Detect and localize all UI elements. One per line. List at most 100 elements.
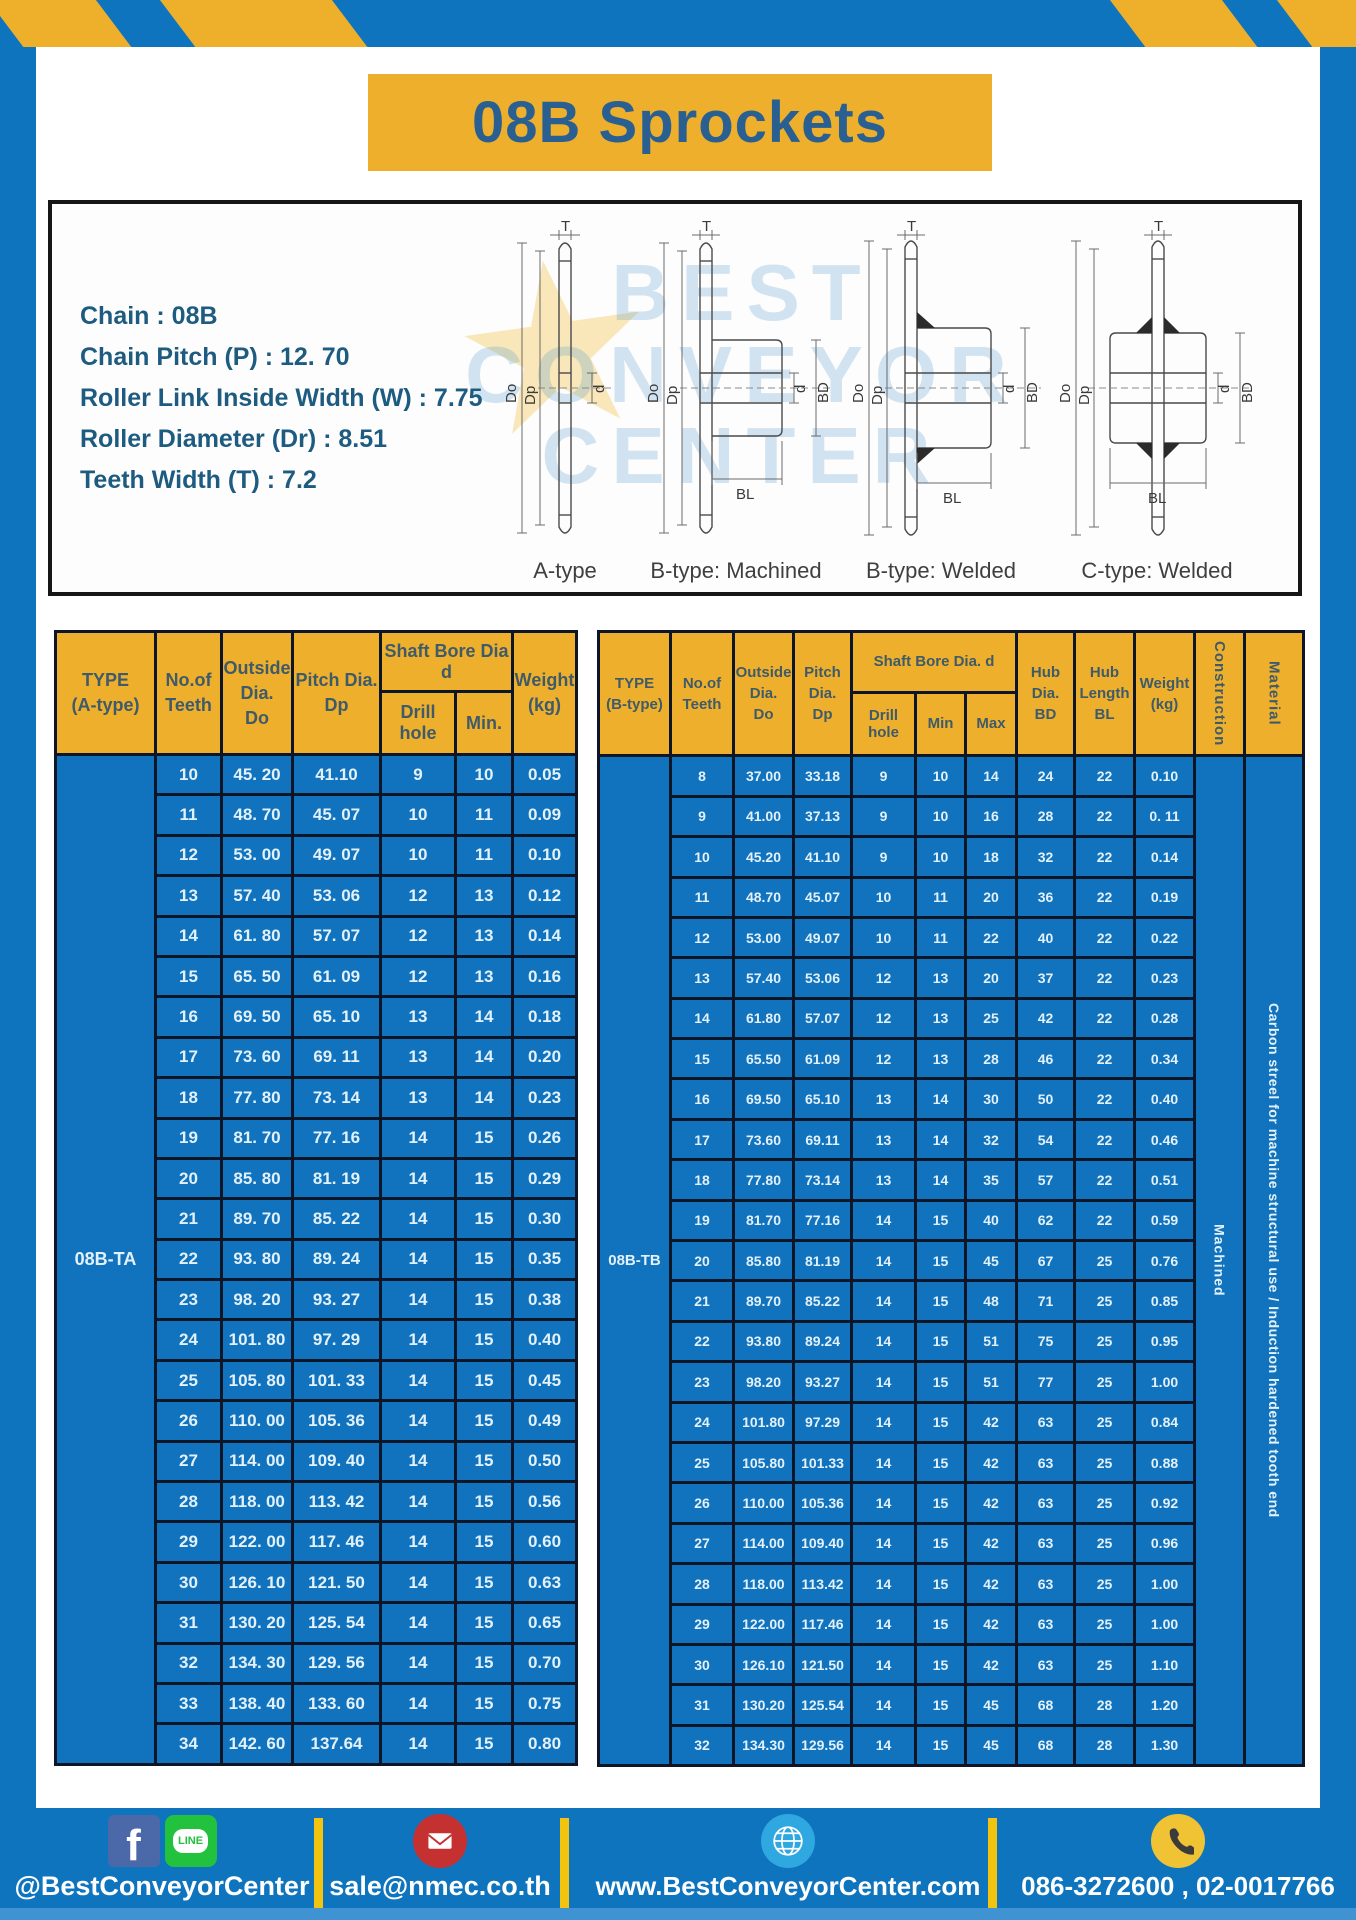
table-cell: 15: [914, 1279, 967, 1323]
table-cell: 31: [154, 1601, 223, 1645]
page-title: 08B Sprockets: [472, 90, 888, 155]
table-row: 26 110. 00 105. 36 14 15 0.49: [56, 1399, 578, 1443]
table-cell: 14: [379, 1399, 457, 1443]
table-cell: 14: [379, 1358, 457, 1403]
table-cell: 0.05: [511, 752, 578, 797]
svg-text:d: d: [1216, 385, 1233, 393]
table-cell: 0.63: [511, 1560, 578, 1605]
table-cell: 13: [914, 956, 967, 1000]
svg-text:BL: BL: [943, 490, 961, 507]
chain-specs: Chain : 08B Chain Pitch (P) : 12. 70 Rol…: [80, 296, 483, 501]
table-cell: 14: [379, 1520, 457, 1564]
table-cell: 45: [963, 1723, 1019, 1768]
table-cell: 65.10: [792, 1077, 853, 1121]
table-cell: 0.12: [511, 874, 578, 918]
table-cell: 1.00: [1133, 1562, 1197, 1606]
table-cell: 15: [914, 1642, 967, 1687]
table-cell: 126.10: [732, 1642, 795, 1687]
figure-a-type: T Do Dp d A-type: [480, 220, 650, 584]
table-cell: 42: [963, 1400, 1019, 1444]
table-cell: 12: [379, 874, 457, 918]
line-icon[interactable]: LINE: [164, 1815, 217, 1867]
table-cell: 114. 00: [220, 1439, 294, 1484]
table-row: 29 122.00 117.46 14 15 42 63 25 1.00: [599, 1602, 1304, 1646]
table-cell: 42: [963, 1562, 1019, 1606]
table-row: 13 57. 40 53. 06 12 13 0.12: [56, 874, 578, 918]
table-cell: 10: [379, 793, 457, 837]
table-cell: 89. 24: [291, 1237, 382, 1282]
footer-email-label[interactable]: sale@nmec.co.th: [329, 1871, 551, 1901]
table-cell: 14: [379, 1116, 457, 1160]
table-cell: 15: [154, 954, 223, 999]
table-cell: 122. 00: [220, 1520, 294, 1564]
table-cell: 118.00: [732, 1562, 795, 1606]
yellow-stripe: [155, 0, 373, 47]
col-header-min: Min: [914, 690, 967, 758]
table-cell: 57. 07: [291, 914, 382, 958]
footer-divider: [988, 1818, 997, 1908]
table-cell: 57. 40: [220, 874, 294, 918]
col-header-type: TYPE (B-type): [597, 629, 672, 758]
mail-icon[interactable]: [413, 1814, 467, 1868]
globe-icon[interactable]: [761, 1814, 815, 1868]
table-cell: 54: [1015, 1117, 1077, 1162]
table-cell: 15: [454, 1641, 514, 1685]
table-cell: 113. 42: [291, 1480, 382, 1524]
table-cell: 77. 16: [291, 1116, 382, 1160]
table-cell: 15: [914, 1521, 967, 1566]
table-cell: 15: [454, 1681, 514, 1726]
table-cell: 14: [914, 1158, 967, 1202]
col-header-max: Max: [963, 690, 1019, 758]
table-cell: 15: [454, 1197, 514, 1241]
table-cell: 10: [154, 752, 223, 797]
footer-phone-label[interactable]: 086-3272600 , 02-0017766: [1021, 1871, 1335, 1901]
spec-line: Chain Pitch (P) : 12. 70: [80, 343, 350, 371]
col-header-outside-dia: Outside Dia. Do: [732, 629, 795, 758]
table-cell: 0.26: [511, 1116, 578, 1160]
table-cell: 25: [1073, 1400, 1137, 1444]
table-cell: 63: [1015, 1440, 1077, 1485]
table-cell: 11: [154, 793, 223, 837]
table-cell: 22: [1073, 996, 1137, 1041]
figure-caption: B-type: Machined: [650, 558, 822, 583]
table-cell: 22: [1073, 835, 1137, 879]
table-cell: 10: [454, 752, 514, 797]
table-cell: 9: [379, 752, 457, 797]
table-row: 08B-TA 10 45. 20 41.10 9 10 0.05: [54, 752, 578, 1766]
table-cell: 14: [379, 1318, 457, 1362]
figure-c-type-welded: T Do Dp d: [1052, 220, 1262, 584]
col-header-hub-dia: Hub Dia. BD: [1015, 629, 1077, 758]
table-cell: 105.36: [792, 1481, 853, 1525]
table-cell: 15: [914, 1239, 967, 1283]
table-cell: 42: [963, 1440, 1019, 1485]
table-cell: 0.29: [511, 1156, 578, 1201]
svg-text:BD: BD: [1239, 382, 1256, 403]
table-row: 17 73.60 69.11 13 14 32 54 22 0.46: [599, 1117, 1304, 1162]
table-cell: 9: [850, 794, 917, 839]
table-cell: 42: [963, 1521, 1019, 1566]
table-cell: 53.06: [792, 956, 853, 1000]
footer-website-label[interactable]: www.BestConveyorCenter.com: [595, 1871, 981, 1901]
table-cell: 89.70: [732, 1279, 795, 1323]
table-cell: 105.80: [732, 1440, 795, 1485]
table-cell: 16: [963, 794, 1019, 839]
table-cell: 114.00: [732, 1521, 795, 1566]
spec-line: Teeth Width (T) : 7.2: [80, 466, 317, 494]
svg-text:Do: Do: [645, 384, 662, 403]
table-cell: 0.88: [1133, 1440, 1197, 1485]
table-cell: 33: [154, 1681, 223, 1726]
phone-icon[interactable]: [1151, 1814, 1205, 1868]
facebook-icon[interactable]: f: [107, 1815, 160, 1868]
svg-text:d: d: [792, 385, 809, 393]
col-header-outside-dia: Outside Dia. Do: [220, 630, 294, 756]
table-row: 10 45.20 41.10 9 10 18 32 22 0.14: [599, 835, 1304, 879]
table-row: 32 134.30 129.56 14 15 45 68 28 1.30: [599, 1723, 1304, 1768]
table-cell: 77.80: [732, 1158, 795, 1202]
table-cell: 0.16: [511, 954, 578, 999]
table-cell: 1.10: [1133, 1642, 1197, 1687]
table-cell: 93. 27: [291, 1278, 382, 1322]
table-cell: 16: [669, 1077, 735, 1121]
table-cell: 13: [379, 1035, 457, 1080]
table-cell: 57.40: [732, 956, 795, 1000]
table-cell: 16: [154, 995, 223, 1039]
